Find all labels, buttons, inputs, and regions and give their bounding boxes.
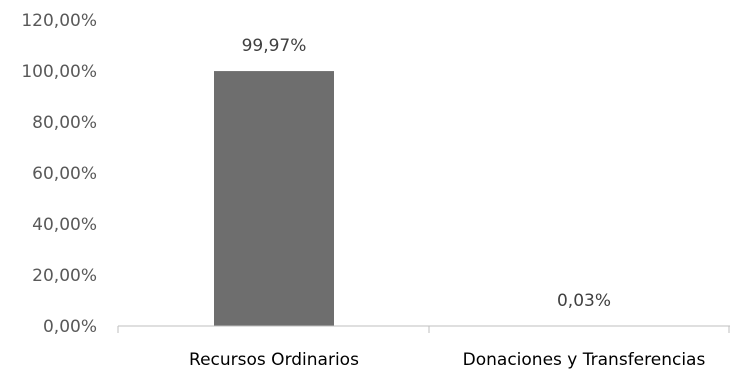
y-tick-label: 80,00% (32, 113, 97, 133)
bars (214, 71, 644, 326)
y-axis-ticks: 0,00% 20,00% 40,00% 60,00% 80,00% 100,00% 120,… (21, 11, 97, 337)
y-tick-label: 0,00% (43, 317, 97, 337)
y-tick-label: 40,00% (32, 215, 97, 235)
data-label: 99,97% (242, 36, 307, 56)
y-tick-label: 100,00% (21, 62, 97, 82)
category-label: Donaciones y Transferencias (463, 350, 706, 370)
y-tick-label: 60,00% (32, 164, 97, 184)
y-tick-label: 120,00% (21, 11, 97, 31)
category-labels: Recursos Ordinarios Donaciones y Transfer… (189, 350, 705, 370)
category-label: Recursos Ordinarios (189, 350, 359, 370)
y-tick-label: 20,00% (32, 266, 97, 286)
data-label: 0,03% (557, 291, 611, 311)
x-axis (118, 326, 730, 333)
bar (214, 71, 334, 326)
